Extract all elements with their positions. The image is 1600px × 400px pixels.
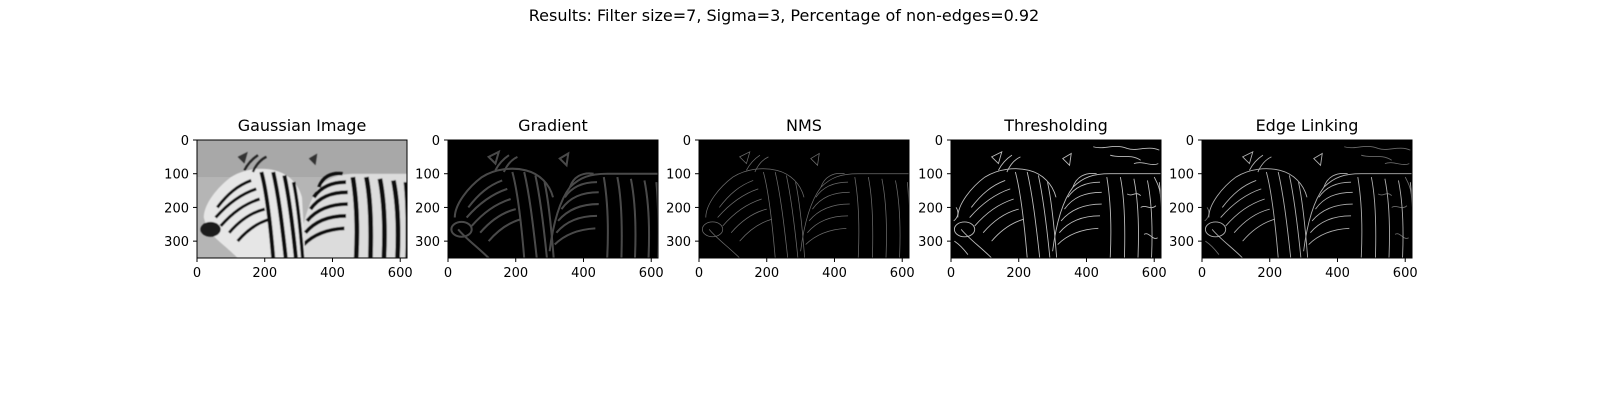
x-tick-label: 0 [193,266,201,281]
x-tick-label: 0 [947,266,955,281]
x-tick-label: 200 [252,266,277,281]
panel-title: Thresholding [1003,116,1108,135]
panel-image [1202,140,1412,258]
x-tick-label: 0 [1198,266,1206,281]
y-tick-label: 0 [432,134,440,149]
panel-nms: NMS 0 200 400 600 0 100 200 300 [666,116,914,281]
figure-suptitle: Results: Filter size=7, Sigma=3, Percent… [529,6,1039,25]
x-tick-label: 0 [695,266,703,281]
panel-title: NMS [786,116,822,135]
panel-thresholding: Thresholding 0 200 400 600 0 100 200 300 [918,116,1166,281]
y-tick-label: 100 [415,168,440,183]
y-tick-label: 0 [1186,134,1194,149]
panel-title: Gaussian Image [238,116,367,135]
x-tick-label: 600 [890,266,915,281]
y-tick-label: 300 [164,235,189,250]
panel-image [699,140,909,258]
x-tick-label: 400 [1074,266,1099,281]
y-tick-label: 0 [935,134,943,149]
panel-title: Edge Linking [1256,116,1359,135]
x-tick-label: 600 [639,266,664,281]
panel-gradient: Gradient 0 200 400 600 0 100 200 300 [415,116,663,281]
panel-title: Gradient [518,116,588,135]
x-tick-label: 400 [320,266,345,281]
panel-image [197,140,407,258]
y-tick-label: 200 [164,201,189,216]
x-tick-label: 0 [444,266,452,281]
axes-frame [698,139,910,259]
y-tick-label: 0 [683,134,691,149]
x-tick-label: 400 [1325,266,1350,281]
x-tick-label: 200 [754,266,779,281]
x-tick-label: 600 [1142,266,1167,281]
x-tick-label: 400 [822,266,847,281]
y-tick-label: 300 [918,235,943,250]
axes-frame [447,139,659,259]
y-tick-label: 200 [415,201,440,216]
axes-frame [196,139,408,259]
y-tick-label: 300 [415,235,440,250]
x-tick-label: 600 [388,266,413,281]
y-tick-label: 200 [918,201,943,216]
y-tick-label: 300 [1169,235,1194,250]
y-tick-label: 100 [1169,168,1194,183]
y-tick-label: 200 [666,201,691,216]
axes-frame [950,139,1162,259]
y-tick-label: 100 [666,168,691,183]
x-tick-label: 400 [571,266,596,281]
y-tick-label: 100 [164,168,189,183]
x-tick-label: 200 [1257,266,1282,281]
panel-image [951,140,1161,258]
axes-frame [1201,139,1413,259]
y-tick-label: 100 [918,168,943,183]
y-tick-label: 300 [666,235,691,250]
panel-image [448,140,658,258]
panel-gaussian: Gaussian Image 0 200 400 600 0 100 200 300 [164,116,412,281]
x-tick-label: 600 [1393,266,1418,281]
x-tick-label: 200 [1006,266,1031,281]
y-tick-label: 200 [1169,201,1194,216]
x-tick-label: 200 [503,266,528,281]
y-tick-label: 0 [181,134,189,149]
panel-edge-linking: Edge Linking 0 200 400 600 0 100 200 300 [1169,116,1417,281]
